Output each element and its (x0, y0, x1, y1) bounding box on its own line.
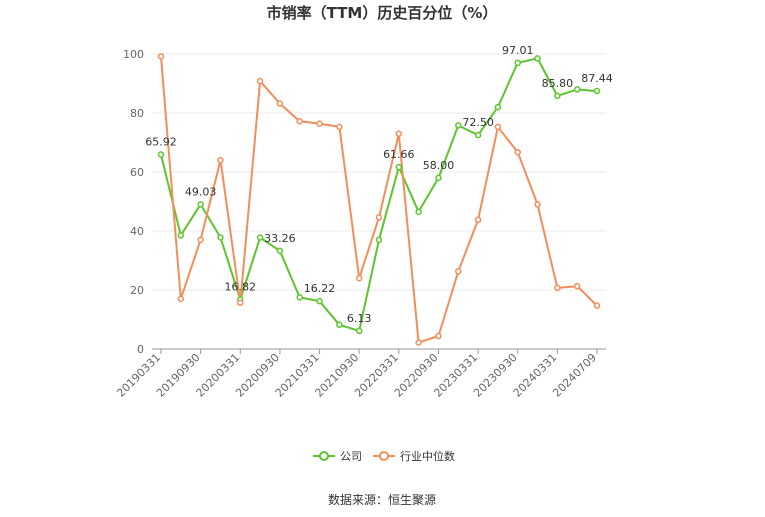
y-axis: 0 20 40 60 80 100 (123, 48, 144, 356)
data-point (435, 174, 442, 182)
data-point (237, 299, 244, 306)
data-point (474, 131, 482, 139)
data-point (514, 148, 521, 156)
data-label: 97.01 (502, 44, 534, 57)
data-labels: 65.92 49.03 16.82 33.26 16.22 6.13 61.66 58.00 7… (145, 44, 613, 325)
data-label: 61.66 (383, 148, 415, 161)
legend-item-0[interactable]: 公司 (313, 450, 362, 463)
chart-title: 市销率（TTM）历史百分位（%） (267, 4, 498, 22)
data-point (157, 53, 165, 60)
data-point (415, 339, 422, 346)
data-point (197, 201, 204, 208)
x-axis: 2019033120190930202003312020093020210331… (114, 348, 606, 400)
legend-item-1[interactable]: 行业中位数 (373, 449, 455, 463)
data-point (554, 92, 561, 100)
data-point (593, 87, 601, 95)
data-point (336, 123, 343, 131)
data-point (336, 321, 343, 329)
data-point (316, 297, 323, 305)
legend-swatch-marker (379, 451, 389, 461)
data-point (395, 130, 403, 137)
data-label: 16.82 (225, 280, 257, 293)
data-point (534, 201, 541, 208)
y-tick-label: 20 (130, 284, 144, 297)
x-tick-label: 20240709 (550, 351, 599, 400)
data-point (316, 120, 323, 127)
data-point (197, 236, 204, 244)
data-point (276, 100, 284, 107)
data-point (296, 294, 303, 301)
data-point (157, 151, 165, 158)
data-point (573, 86, 581, 93)
y-tick-label: 60 (130, 166, 144, 179)
data-point (355, 274, 363, 282)
data-point (296, 118, 303, 125)
data-point (217, 234, 224, 241)
legend-swatch-marker (319, 451, 329, 461)
data-point (177, 295, 185, 303)
data-point (534, 55, 541, 62)
data-point (593, 302, 601, 309)
y-tick-label: 40 (130, 225, 144, 238)
data-point (256, 77, 264, 85)
data-point (554, 284, 561, 292)
data-point (573, 282, 581, 290)
data-label: 72.50 (462, 116, 494, 129)
y-tick-label: 80 (130, 107, 144, 120)
y-tick-label: 0 (137, 343, 144, 356)
data-point (455, 268, 462, 275)
series-points (157, 53, 601, 346)
data-point (474, 216, 482, 224)
data-point (375, 236, 383, 244)
series-line-1 (160, 56, 598, 344)
data-point (256, 234, 264, 241)
data-point (276, 247, 284, 255)
data-point (435, 332, 442, 340)
data-label: 6.13 (347, 312, 372, 325)
data-point (217, 156, 224, 164)
data-point (355, 327, 363, 335)
data-label: 16.22 (304, 282, 336, 295)
data-label: 58.00 (423, 159, 455, 172)
data-point (395, 163, 403, 171)
series-lines (160, 56, 598, 344)
data-point (514, 59, 521, 67)
legend-label: 行业中位数 (400, 449, 455, 463)
grid (152, 53, 606, 291)
y-tick-label: 100 (123, 48, 144, 61)
data-label: 33.26 (264, 232, 296, 245)
data-label: 85.80 (542, 77, 574, 90)
source-note: 数据来源：恒生聚源 (328, 492, 436, 507)
data-label: 65.92 (145, 136, 177, 149)
data-point (415, 208, 422, 216)
legend[interactable]: 公司 行业中位数 (313, 449, 455, 463)
data-point (494, 103, 502, 111)
data-point (177, 232, 185, 239)
data-label: 49.03 (185, 185, 217, 198)
legend-label: 公司 (340, 450, 362, 463)
data-point (494, 123, 502, 131)
data-point (375, 214, 383, 221)
data-label: 87.44 (581, 72, 613, 85)
data-point (455, 122, 462, 129)
